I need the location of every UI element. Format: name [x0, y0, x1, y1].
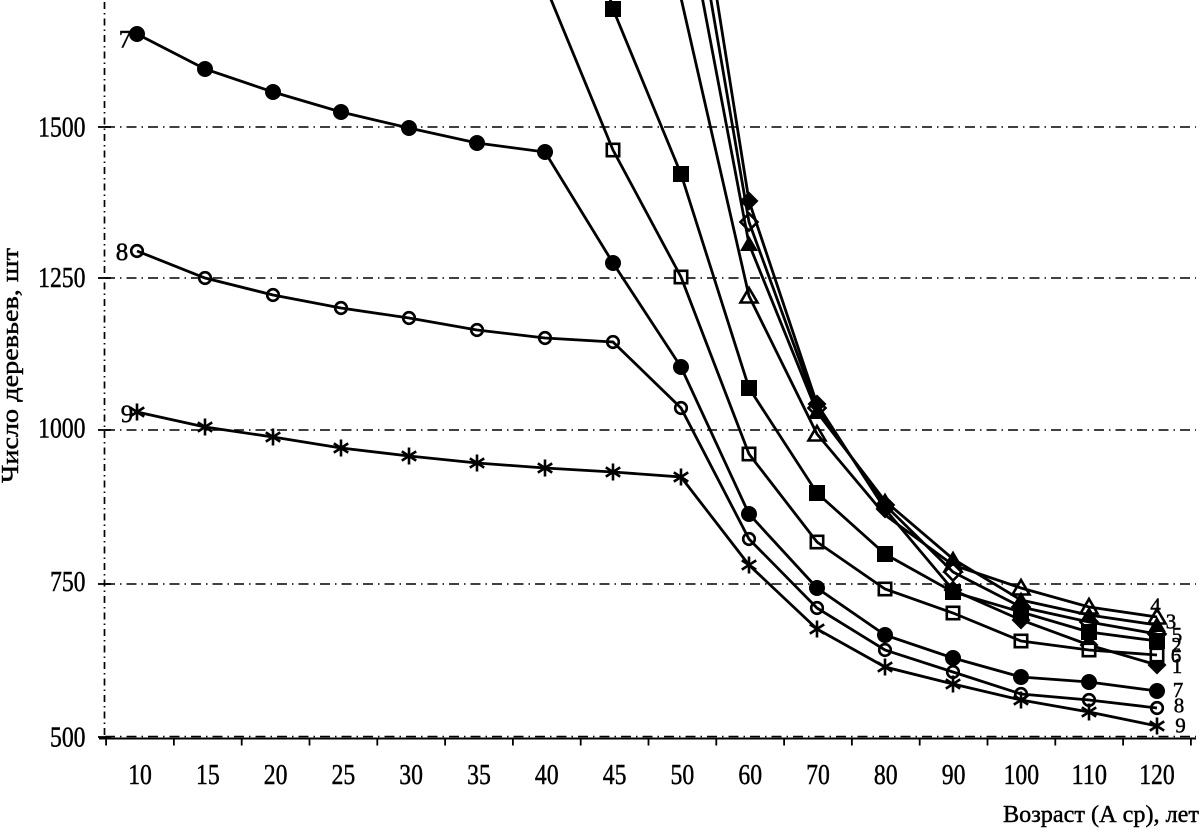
svg-text:4: 4 [1150, 594, 1161, 618]
svg-text:2: 2 [1171, 633, 1182, 657]
svg-text:1: 1 [1172, 654, 1183, 678]
svg-text:70: 70 [806, 759, 830, 791]
svg-text:50: 50 [671, 759, 695, 791]
svg-text:8: 8 [1174, 694, 1185, 718]
svg-text:90: 90 [942, 759, 966, 791]
svg-text:750: 750 [50, 566, 86, 598]
svg-text:6: 6 [1171, 644, 1182, 668]
svg-text:60: 60 [738, 759, 762, 791]
svg-text:8: 8 [116, 239, 129, 266]
svg-text:1250: 1250 [38, 262, 85, 294]
svg-text:1500: 1500 [38, 112, 85, 144]
svg-text:100: 100 [1004, 759, 1040, 791]
svg-text:80: 80 [874, 759, 898, 791]
svg-text:1000: 1000 [38, 413, 85, 445]
svg-text:110: 110 [1072, 759, 1108, 791]
svg-text:15: 15 [196, 759, 220, 791]
svg-text:9: 9 [1175, 714, 1186, 738]
svg-text:9: 9 [121, 401, 134, 428]
svg-text:Возраст (А ср), лет: Возраст (А ср), лет [1003, 802, 1200, 828]
svg-text:40: 40 [535, 759, 559, 791]
svg-text:5: 5 [1172, 623, 1183, 647]
svg-text:3: 3 [1166, 610, 1177, 634]
svg-text:10: 10 [128, 759, 152, 791]
svg-text:120: 120 [1139, 759, 1175, 791]
svg-text:7: 7 [1173, 678, 1184, 702]
svg-text:20: 20 [264, 759, 288, 791]
svg-text:35: 35 [467, 759, 491, 791]
svg-text:30: 30 [399, 759, 423, 791]
svg-text:25: 25 [332, 759, 356, 791]
svg-text:45: 45 [603, 759, 627, 791]
svg-text:7: 7 [119, 27, 132, 54]
svg-text:500: 500 [50, 722, 86, 754]
svg-text:Число деревьев, шт: Число деревьев, шт [0, 247, 24, 483]
